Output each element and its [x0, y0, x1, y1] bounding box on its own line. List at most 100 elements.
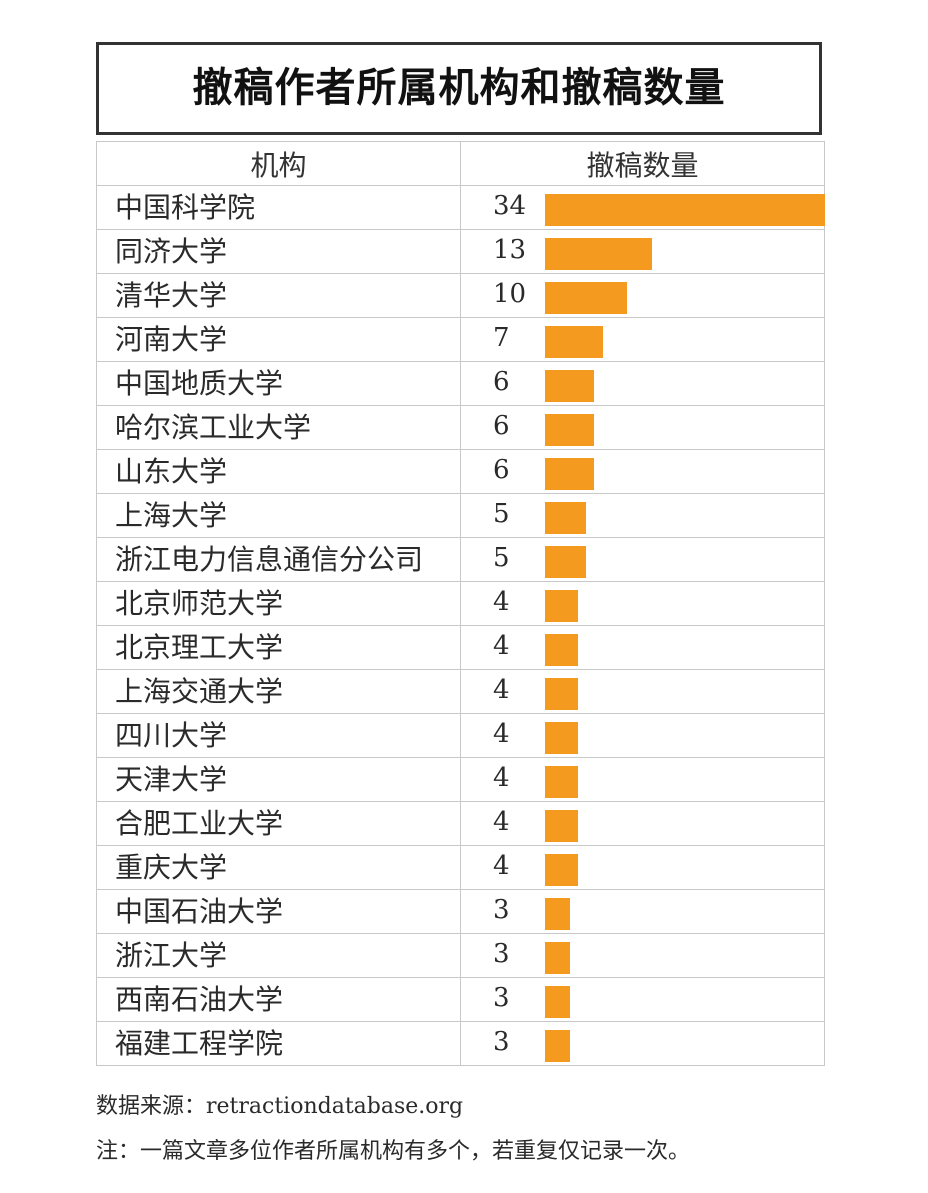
count-cell: 5: [460, 493, 825, 538]
count-cell: 6: [460, 405, 825, 450]
bar-mark: [545, 678, 578, 710]
count-cell: 6: [460, 449, 825, 494]
count-cell: 34: [460, 185, 825, 230]
count-value-label: 3: [493, 895, 510, 925]
institution-name: 上海大学: [96, 493, 461, 538]
count-cell: 4: [460, 669, 825, 714]
count-value-label: 7: [493, 323, 510, 353]
count-cell: 4: [460, 713, 825, 758]
count-cell: 7: [460, 317, 825, 362]
bar-mark: [545, 590, 578, 622]
count-value-label: 3: [493, 1027, 510, 1057]
institution-name: 西南石油大学: [96, 977, 461, 1022]
count-cell: 4: [460, 845, 825, 890]
count-value-label: 5: [493, 543, 510, 573]
institution-name: 中国石油大学: [96, 889, 461, 934]
bar-mark: [545, 810, 578, 842]
bar-mark: [545, 238, 653, 270]
table-body: 中国科学院 34 同济大学 13 清华大学 10 河南大学 7 中国地质大学 6 哈尔滨工业大学 6 山…: [96, 185, 825, 1066]
count-cell: 4: [460, 581, 825, 626]
table-row: 福建工程学院 3: [96, 1021, 825, 1066]
title-top-border: [96, 42, 822, 45]
bar-mark: [545, 502, 587, 534]
count-cell: 3: [460, 933, 825, 978]
table-row: 天津大学 4: [96, 757, 825, 802]
bar-mark: [545, 898, 570, 930]
institution-name: 河南大学: [96, 317, 461, 362]
count-value-label: 6: [493, 411, 510, 441]
table-row: 重庆大学 4: [96, 845, 825, 890]
bar-mark: [545, 458, 595, 490]
institution-name: 四川大学: [96, 713, 461, 758]
data-table-container: 机构 撤稿数量 中国科学院 34 同济大学 13 清华大学 10 河南大学 7 中国地质大学 6 哈…: [96, 141, 825, 1066]
table-row: 中国地质大学 6: [96, 361, 825, 406]
bar-mark: [545, 634, 578, 666]
count-value-label: 4: [493, 587, 510, 617]
count-cell: 3: [460, 889, 825, 934]
title-frame: [96, 42, 822, 134]
count-value-label: 3: [493, 939, 510, 969]
count-cell: 4: [460, 801, 825, 846]
institution-name: 浙江大学: [96, 933, 461, 978]
count-value-label: 3: [493, 983, 510, 1013]
institution-name: 重庆大学: [96, 845, 461, 890]
bar-mark: [545, 326, 603, 358]
institution-name: 福建工程学院: [96, 1021, 461, 1066]
institution-name: 清华大学: [96, 273, 461, 318]
table-row: 山东大学 6: [96, 449, 825, 494]
footnote: 注：一篇文章多位作者所属机构有多个，若重复仅记录一次。: [96, 1139, 691, 1164]
table-row: 四川大学 4: [96, 713, 825, 758]
bar-mark: [545, 370, 595, 402]
count-cell: 5: [460, 537, 825, 582]
institution-name: 合肥工业大学: [96, 801, 461, 846]
count-cell: 13: [460, 229, 825, 274]
count-cell: 6: [460, 361, 825, 406]
table-row: 清华大学 10: [96, 273, 825, 318]
bar-mark: [545, 722, 578, 754]
count-value-label: 13: [493, 235, 527, 265]
bar-mark: [545, 766, 578, 798]
count-value-label: 4: [493, 675, 510, 705]
table-row: 合肥工业大学 4: [96, 801, 825, 846]
count-value-label: 4: [493, 763, 510, 793]
table-row: 中国科学院 34: [96, 185, 825, 230]
count-cell: 10: [460, 273, 825, 318]
count-cell: 4: [460, 757, 825, 802]
institution-name: 中国科学院: [96, 185, 461, 230]
chart-title: 撤稿作者所属机构和撤稿数量: [192, 65, 726, 111]
data-table: 机构 撤稿数量 中国科学院 34 同济大学 13 清华大学 10 河南大学 7 中国地质大学 6 哈…: [96, 141, 825, 1066]
header-institution: 机构: [96, 141, 461, 186]
institution-name: 北京理工大学: [96, 625, 461, 670]
table-row: 哈尔滨工业大学 6: [96, 405, 825, 450]
table-row: 上海大学 5: [96, 493, 825, 538]
count-value-label: 4: [493, 631, 510, 661]
bar-mark: [545, 854, 578, 886]
table-row: 河南大学 7: [96, 317, 825, 362]
table-row: 北京理工大学 4: [96, 625, 825, 670]
institution-name: 中国地质大学: [96, 361, 461, 406]
table-row: 中国石油大学 3: [96, 889, 825, 934]
count-value-label: 4: [493, 807, 510, 837]
institution-name: 浙江电力信息通信分公司: [96, 537, 461, 582]
count-value-label: 5: [493, 499, 510, 529]
bar-mark: [545, 942, 570, 974]
count-cell: 3: [460, 1021, 825, 1066]
count-value-label: 34: [493, 191, 527, 221]
institution-name: 山东大学: [96, 449, 461, 494]
title-bottom-border: [96, 132, 822, 135]
table-row: 同济大学 13: [96, 229, 825, 274]
header-row: 机构 撤稿数量: [96, 141, 825, 186]
count-value-label: 10: [493, 279, 527, 309]
source-note: 数据来源：retractiondatabase.org: [96, 1094, 464, 1119]
institution-name: 哈尔滨工业大学: [96, 405, 461, 450]
table-row: 浙江大学 3: [96, 933, 825, 978]
count-value-label: 6: [493, 367, 510, 397]
bar-mark: [545, 194, 825, 226]
institution-name: 同济大学: [96, 229, 461, 274]
institution-name: 上海交通大学: [96, 669, 461, 714]
count-cell: 3: [460, 977, 825, 1022]
count-value-label: 6: [493, 455, 510, 485]
table-row: 上海交通大学 4: [96, 669, 825, 714]
bar-mark: [545, 282, 628, 314]
bar-mark: [545, 986, 570, 1018]
